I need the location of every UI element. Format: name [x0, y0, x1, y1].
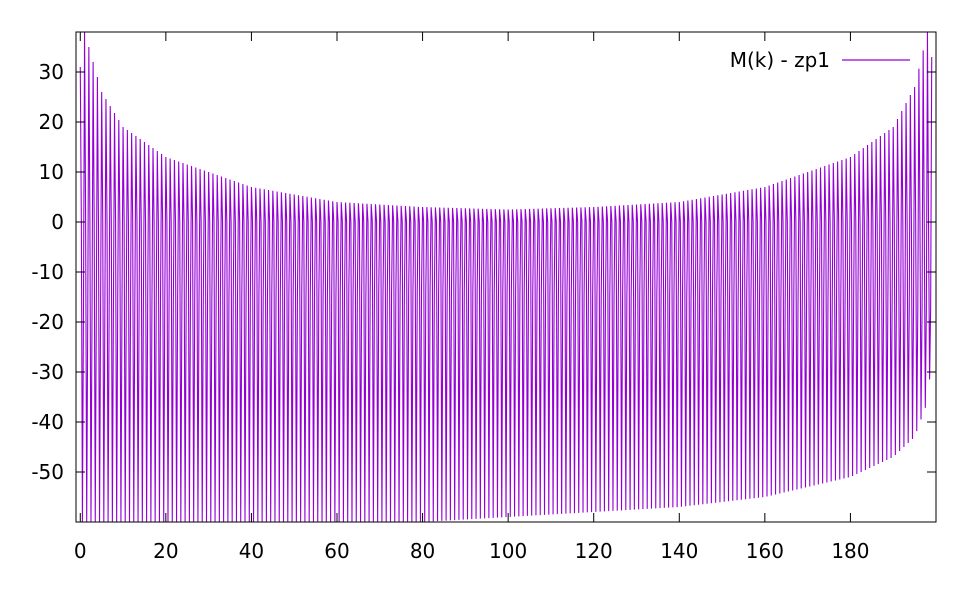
y-tick-label: 20 — [39, 110, 64, 134]
series-layer — [79, 31, 933, 523]
ticks-layer: 0 20 40 60 80 100 120 140 160 180 -50 -40 -30 -20 -10 0… — [31, 32, 936, 563]
x-tick-label: 60 — [324, 539, 349, 563]
y-tick-label: -20 — [31, 310, 64, 334]
legend: M(k) - zp1 — [730, 48, 910, 72]
y-tick-label: -30 — [31, 360, 64, 384]
x-tick-label: 0 — [74, 539, 87, 563]
x-tick-label: 140 — [660, 539, 698, 563]
legend-label: M(k) - zp1 — [730, 48, 830, 72]
x-tick-label: 120 — [575, 539, 613, 563]
y-tick-label: -40 — [31, 410, 64, 434]
x-tick-label: 20 — [153, 539, 178, 563]
plot-frame — [75, 31, 937, 523]
y-tick-label: -10 — [31, 260, 64, 284]
series-line — [79, 31, 933, 523]
x-tick-label: 40 — [239, 539, 264, 563]
x-tick-label: 180 — [831, 539, 869, 563]
x-tick-label: 100 — [489, 539, 527, 563]
y-tick-label: 0 — [51, 210, 64, 234]
x-tick-label: 80 — [410, 539, 435, 563]
x-tick-label: 160 — [746, 539, 784, 563]
y-tick-label: -50 — [31, 460, 64, 484]
y-tick-label: 30 — [39, 60, 64, 84]
y-tick-label: 10 — [39, 160, 64, 184]
